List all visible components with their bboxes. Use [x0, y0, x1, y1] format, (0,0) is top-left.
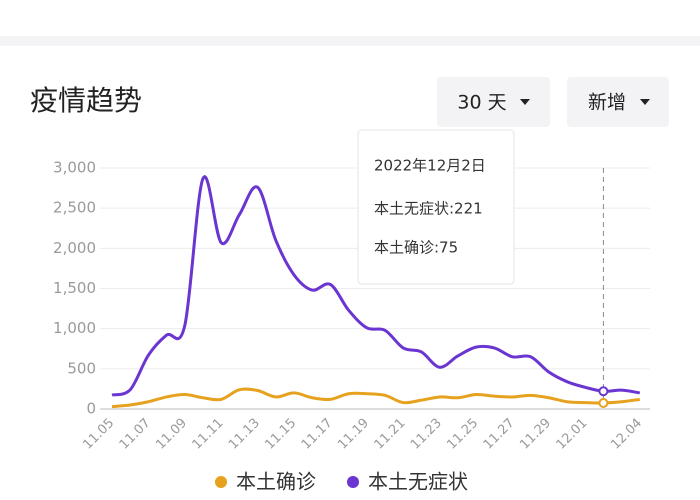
- x-tick-label: 11.11: [190, 416, 227, 453]
- legend-label: 本土无症状: [368, 470, 468, 494]
- x-tick-label: 11.17: [299, 416, 336, 453]
- x-tick-label: 11.15: [262, 416, 299, 453]
- hover-point: [598, 386, 609, 397]
- button-bg: [567, 77, 669, 127]
- y-tick-label: 1,000: [53, 319, 96, 337]
- x-tick-label: 11.19: [335, 416, 372, 453]
- x-tick-label: 11.21: [372, 416, 409, 453]
- legend-label: 本土确诊: [236, 470, 316, 494]
- button-bg: [437, 77, 550, 127]
- legend-swatch: [347, 476, 359, 488]
- hover-point: [598, 397, 609, 408]
- caret: [520, 99, 530, 105]
- x-tick-label: 11.29: [517, 416, 554, 453]
- y-tick-label: 2,000: [53, 239, 96, 257]
- mode-dropdown[interactable]: 新增: [567, 77, 669, 127]
- x-tick-label: 12.01: [554, 416, 591, 453]
- x-tick-label: 11.25: [444, 416, 481, 453]
- x-tick-label: 11.23: [408, 416, 445, 453]
- x-tick-label: 11.09: [153, 416, 190, 453]
- caret: [640, 99, 650, 105]
- separator: [0, 36, 700, 46]
- series-line: [111, 175, 641, 397]
- x-tick-label: 11.05: [80, 416, 117, 453]
- button-label: 30 天: [457, 92, 506, 114]
- tooltip-title: 2022年12月2日: [374, 157, 486, 175]
- series-line: [111, 387, 640, 409]
- x-tick-label: 11.27: [481, 416, 518, 453]
- range-dropdown[interactable]: 30 天: [437, 77, 550, 127]
- tooltip-line: 本土无症状:221: [374, 200, 483, 218]
- x-tick-label: 11.07: [117, 416, 154, 453]
- y-tick-label: 2,500: [53, 199, 96, 217]
- tooltip-line: 本土确诊:75: [374, 239, 458, 257]
- y-tick-label: 500: [67, 359, 96, 377]
- y-tick-label: 3,000: [53, 159, 96, 177]
- x-tick-label: 12.04: [608, 416, 645, 453]
- y-tick-label: 1,500: [53, 279, 96, 297]
- tooltip-box: [357, 129, 515, 285]
- section-title: 疫情趋势: [30, 84, 142, 117]
- legend-swatch: [215, 476, 227, 488]
- y-tick-label: 0: [86, 400, 96, 418]
- x-tick-label: 11.13: [226, 416, 263, 453]
- button-label: 新增: [588, 92, 626, 114]
